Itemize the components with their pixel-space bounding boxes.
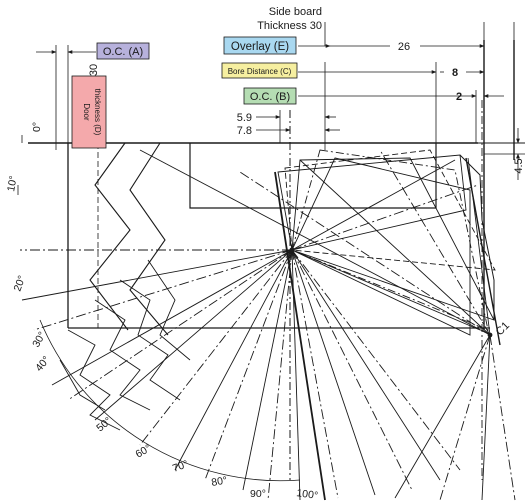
arm-pos-4 — [291, 157, 471, 336]
angle-0: 0° — [31, 122, 43, 132]
oc-b-label: O.C. (B) — [243, 87, 297, 105]
angle-100: 100° — [296, 487, 319, 502]
bore-distance-dimension: 8 — [452, 67, 458, 79]
angle-40: 40° — [33, 354, 52, 374]
dimension-lines — [256, 22, 525, 180]
svg-text:O.C. (A): O.C. (A) — [103, 46, 143, 58]
svg-text:Door: Door — [82, 103, 91, 121]
angle-20: 20° — [12, 274, 29, 293]
angle-60: 60° — [134, 442, 154, 460]
svg-text:thickness (D): thickness (D) — [93, 89, 102, 136]
inner-rect — [189, 143, 437, 209]
hinge-pivot-point — [289, 247, 295, 253]
dim-4-5: 4.5 — [513, 158, 525, 173]
oc-a-label: O.C. (A) — [96, 42, 150, 60]
door-swing-lines — [20, 149, 516, 501]
swing-envelope — [459, 154, 495, 320]
arm-pos-0 — [277, 154, 467, 251]
structure-lines — [21, 40, 525, 480]
angle-90: 90° — [250, 488, 266, 500]
svg-text:O.C. (B): O.C. (B) — [250, 91, 290, 103]
hinge-swing-fan — [277, 149, 496, 336]
dim-7-8: 7.8 — [237, 125, 252, 137]
arm-pos-1 — [284, 149, 496, 271]
overlay-dimension: 26 — [398, 41, 410, 53]
angle-10: 10° — [5, 175, 20, 193]
angle-ticks — [17, 185, 301, 482]
overlay-label: Overlay (E) — [223, 36, 297, 55]
door-rotations — [59, 259, 191, 431]
door-thickness-number: 30 — [88, 64, 100, 76]
oc-b-dimension: 2 — [456, 91, 462, 103]
break-line-1 — [89, 142, 131, 331]
side-board-label: Side board — [269, 6, 322, 18]
break-line-2 — [129, 142, 169, 336]
arm-pos-3 — [291, 149, 489, 331]
angle-80: 80° — [210, 474, 228, 489]
svg-text:Bore Distance (C): Bore Distance (C) — [228, 67, 292, 76]
dim-5-9: 5.9 — [237, 112, 252, 124]
thickness-label: Thickness 30 — [257, 20, 322, 32]
c1-pivot-point — [487, 332, 493, 338]
bore-distance-label: Bore Distance (C) — [221, 62, 298, 79]
angle-70: 70° — [171, 458, 190, 475]
svg-text:Overlay (E): Overlay (E) — [231, 41, 289, 53]
door-thickness-label: Door thickness (D) — [71, 75, 107, 149]
